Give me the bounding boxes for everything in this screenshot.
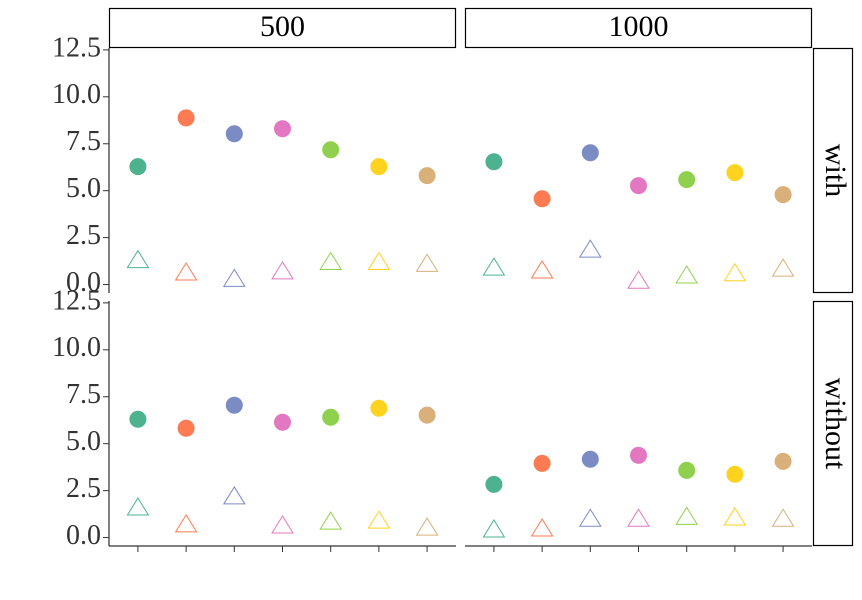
facet-label: 1000 <box>609 10 669 43</box>
point <box>177 419 195 437</box>
point <box>322 408 340 426</box>
point <box>367 510 391 529</box>
point <box>418 167 436 185</box>
facet-label: 500 <box>260 10 305 43</box>
point <box>678 461 696 479</box>
point <box>126 497 150 516</box>
point <box>415 253 439 272</box>
point <box>485 153 503 171</box>
point <box>482 519 506 538</box>
y-tick-label: 7.5 <box>66 126 101 157</box>
y-tick-label: 10.0 <box>52 332 101 363</box>
point <box>367 251 391 271</box>
facet-label: without <box>819 378 852 470</box>
point <box>482 257 506 276</box>
point <box>771 508 795 527</box>
point <box>723 507 747 526</box>
point <box>418 406 436 424</box>
point <box>485 475 503 493</box>
point <box>271 260 294 280</box>
y-tick-label: 5.0 <box>66 426 101 457</box>
point <box>627 270 650 289</box>
point <box>274 413 291 431</box>
point <box>726 164 744 182</box>
y-tick-label: 2.5 <box>66 473 101 504</box>
point <box>723 262 747 282</box>
point <box>271 515 294 534</box>
facet-strip <box>108 7 457 49</box>
point <box>774 186 792 204</box>
point <box>177 109 195 127</box>
y-tick-label: 5.0 <box>66 173 101 204</box>
point <box>174 513 198 533</box>
point <box>319 511 343 530</box>
point <box>126 249 150 269</box>
point <box>530 518 554 537</box>
point <box>225 125 243 143</box>
point <box>129 158 147 176</box>
y-tick-label: 7.5 <box>66 379 101 410</box>
point <box>222 485 246 505</box>
point <box>370 158 388 176</box>
y-tick-label: 12.5 <box>52 32 101 63</box>
point <box>370 399 388 417</box>
point <box>225 396 243 414</box>
point <box>415 517 439 536</box>
point <box>581 450 599 468</box>
point <box>222 268 246 287</box>
point <box>678 171 696 189</box>
point <box>274 120 291 138</box>
facet-strip <box>812 47 854 294</box>
y-tick-label: 2.5 <box>66 220 101 251</box>
point <box>771 258 795 277</box>
y-tick-label: 10.0 <box>52 79 101 110</box>
point <box>530 260 554 279</box>
point <box>675 506 699 525</box>
point <box>533 454 551 472</box>
y-tick-label: 12.5 <box>52 285 101 316</box>
point <box>581 144 599 162</box>
point <box>174 262 198 281</box>
point <box>630 177 647 195</box>
point <box>630 446 647 464</box>
facet-strip <box>464 7 813 49</box>
point <box>726 465 744 483</box>
point <box>774 452 792 470</box>
point <box>129 410 147 428</box>
point <box>675 265 699 284</box>
point <box>319 251 343 271</box>
point <box>627 508 650 527</box>
y-tick-label: 0.0 <box>66 267 101 298</box>
point <box>578 239 602 258</box>
point <box>578 508 602 527</box>
facet-label: with <box>819 144 852 197</box>
y-tick-label: 0.0 <box>66 520 101 551</box>
point <box>322 141 340 159</box>
point <box>533 190 551 208</box>
facet-strip <box>812 300 854 547</box>
